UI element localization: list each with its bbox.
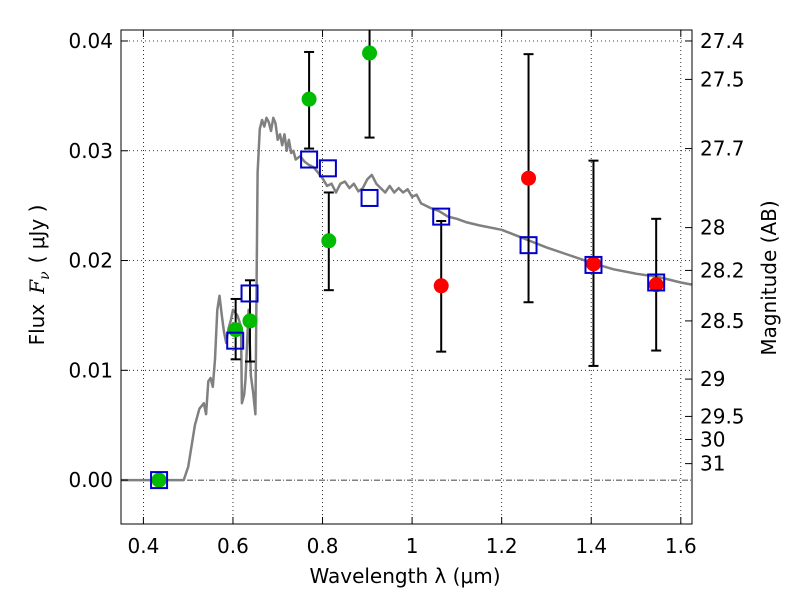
photometry-point: [585, 256, 601, 272]
y-tick-label-right: 29: [700, 367, 725, 391]
model-flux-square: [584, 255, 603, 274]
photometry-point: [362, 45, 378, 61]
x-tick-label: 0.6: [217, 534, 249, 558]
model-flux-square: [519, 236, 538, 255]
y-tick-label-left: 0.01: [68, 358, 113, 382]
y-tick-label-right: 31: [700, 452, 725, 476]
y-tick-label-right: 27.5: [700, 67, 745, 91]
x-tick-label: 1.2: [486, 534, 518, 558]
x-tick-label: 0.8: [307, 534, 339, 558]
y-tick-label-right: 28: [700, 216, 725, 240]
model-flux-square: [150, 471, 169, 490]
y-tick-label-right: 30: [700, 427, 725, 451]
photometry-point: [521, 170, 537, 186]
y-tick-label-left: 0.04: [68, 29, 113, 53]
y-axis-left-label-unit: ( μJy ): [25, 205, 49, 264]
y-tick-label-right: 27.7: [700, 137, 745, 161]
model-flux-square: [300, 150, 319, 169]
y-tick-label-right: 28.5: [700, 309, 745, 333]
x-tick-label: 1.4: [575, 534, 607, 558]
axis-ticks: 0.4 0.6 0.8 1 1.2 1.4 1.6 0.00 0.01 0.02 0.03 0.04 2…: [68, 29, 744, 558]
grid: [121, 30, 692, 524]
photometry-point: [151, 472, 167, 488]
y-axis-left-label-subscript: ν: [37, 271, 53, 280]
y-tick-label-right: 29.5: [700, 404, 745, 428]
model-flux-square: [432, 207, 451, 226]
y-tick-label-right: 27.4: [700, 29, 745, 53]
y-tick-label-left: 0.02: [68, 249, 113, 273]
model-flux-square: [360, 188, 379, 207]
plot-frame: [120, 29, 693, 525]
model-spectrum-line: [121, 116, 692, 482]
y-axis-right-label: Magnitude (AB): [757, 200, 781, 355]
photometry-point: [301, 91, 317, 107]
plot-series: [121, 30, 692, 490]
y-axis-left-label: Flux Fν ( μJy ): [25, 205, 53, 346]
y-tick-label-left: 0.00: [68, 468, 113, 492]
plot-area: [121, 30, 692, 490]
photometry-point: [648, 277, 664, 293]
model-flux-square: [226, 331, 245, 350]
x-axis-label: Wavelength λ (μm): [309, 564, 500, 588]
model-flux-square: [647, 273, 666, 292]
model-flux-square: [318, 159, 337, 178]
y-axis-left-label-symbol: F: [25, 279, 49, 295]
x-tick-label: 1.6: [665, 534, 697, 558]
photometry-point: [242, 313, 258, 329]
photometry-point: [228, 322, 244, 338]
photometry-point: [321, 233, 337, 249]
photometry-point: [433, 278, 449, 294]
x-tick-label: 0.4: [127, 534, 159, 558]
x-tick-label: 1: [406, 534, 419, 558]
model-flux-square: [240, 284, 259, 303]
y-tick-label-right: 28.2: [700, 258, 745, 282]
y-tick-label-left: 0.03: [68, 139, 113, 163]
y-axis-left-label-text: Flux: [25, 304, 49, 346]
